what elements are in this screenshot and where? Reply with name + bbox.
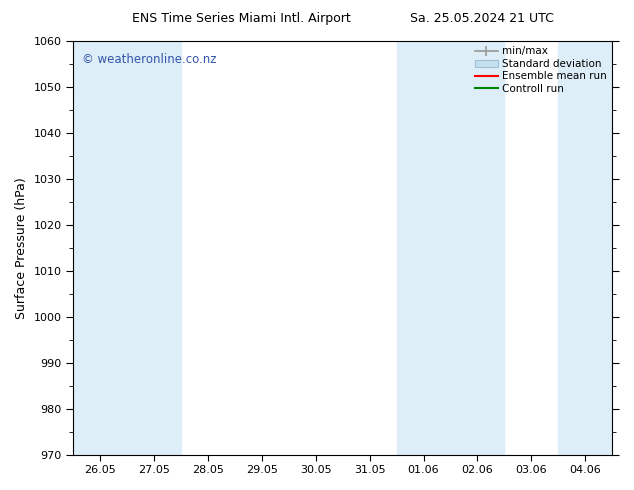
Bar [74, 41, 181, 455]
Bar [397, 41, 504, 455]
Bar [558, 41, 612, 455]
Legend: min/max, Standard deviation, Ensemble mean run, Controll run: min/max, Standard deviation, Ensemble me… [473, 44, 609, 96]
Text: © weatheronline.co.nz: © weatheronline.co.nz [82, 53, 216, 67]
Text: ENS Time Series Miami Intl. Airport: ENS Time Series Miami Intl. Airport [131, 12, 351, 25]
Text: Sa. 25.05.2024 21 UTC: Sa. 25.05.2024 21 UTC [410, 12, 553, 25]
Y-axis label: Surface Pressure (hPa): Surface Pressure (hPa) [15, 177, 28, 318]
